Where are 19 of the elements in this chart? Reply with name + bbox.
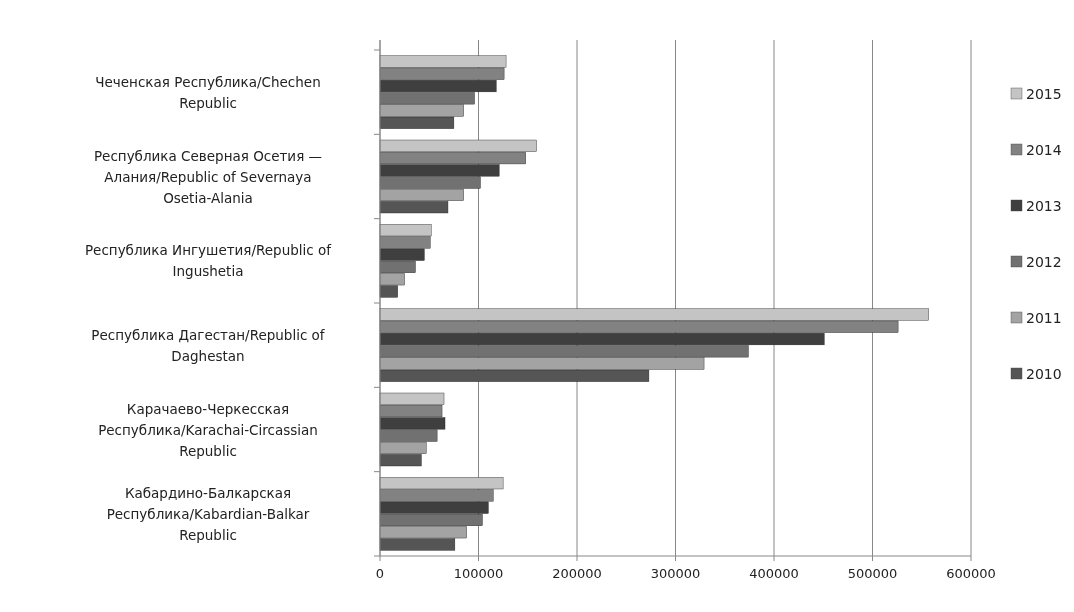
y-tick-label: Кабардино-Балкарская Республика/Kabardian-Balkar Republic xyxy=(106,484,310,543)
x-tick-label: 600000 xyxy=(946,566,996,581)
legend-label: 2012 xyxy=(1026,253,1062,270)
x-tick-label: 100000 xyxy=(453,566,504,581)
y-tick-label: Республика Дагестан/Republic of Daghestan xyxy=(91,326,326,364)
legend-label: 2015 xyxy=(1026,85,1062,102)
x-tick-label: 300000 xyxy=(650,566,701,581)
legend-label: 2010 xyxy=(1026,365,1062,382)
legend-label: 2014 xyxy=(1026,141,1062,158)
legend-label: 2011 xyxy=(1026,309,1062,326)
x-tick-label: 200000 xyxy=(552,566,602,581)
legend-label: 2013 xyxy=(1026,197,1062,214)
y-tick-label: Чеченская Республика/Chechen Republic xyxy=(95,73,321,111)
x-tick-label: 0 xyxy=(375,566,385,581)
x-tick-label: 500000 xyxy=(847,566,898,581)
x-tick-label: 400000 xyxy=(749,566,799,581)
y-tick-label: Карачаево-Черкесская Республика/Karachai-Circassian Republic xyxy=(98,400,318,459)
y-tick-label: Республика Северная Осетия — Алания/Republic of Severnaya Osetia-Alania xyxy=(93,147,323,206)
y-tick-label: Республика Ингушетия/Republic of Ingushetia xyxy=(84,242,333,280)
